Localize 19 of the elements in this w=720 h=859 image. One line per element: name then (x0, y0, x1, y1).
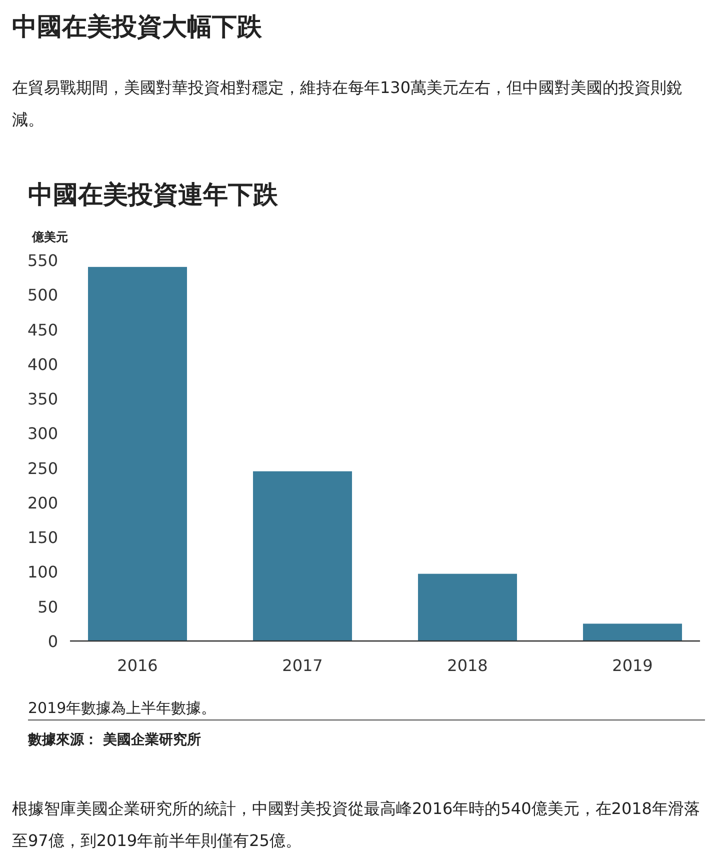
annotation: 在貿易戰期間，美國對華投資相對穩定，維持在每年130萬美元左右，但中國對美國的投資則銳減。 (12, 77, 684, 131)
y-tick-label: 50 (38, 597, 58, 616)
y-tick-label: 100 (27, 562, 58, 582)
y-tick-label: 550 (27, 251, 58, 270)
y-tick-label: 450 (27, 320, 58, 340)
annotation: 根據智庫美國企業研究所的統計，中國對美投資從最高峰2016年時的540億美元，在2018年滑落至97億，到2019年前半年則僅有25億。 (12, 798, 701, 852)
y-tick-label: 300 (27, 424, 58, 444)
annotation: 數據來源： 美國企業研究所 (28, 730, 202, 750)
annotation: 2019年數據為上半年數據。 (28, 698, 218, 719)
title: 中國在美投資連年下跌 (28, 179, 279, 211)
annotation: 中國在美投資大幅下跌 (12, 11, 263, 43)
y-tick-label: 0 (48, 632, 58, 651)
y-tick-label: 150 (27, 528, 58, 548)
y-tick-label: 500 (27, 286, 58, 305)
y-tick-label: 200 (27, 493, 58, 512)
y-tick-label: 350 (27, 390, 58, 409)
y-tick-label: 400 (27, 354, 58, 374)
ylabel: 億美元 (32, 229, 69, 245)
y-tick-label: 250 (27, 458, 58, 478)
